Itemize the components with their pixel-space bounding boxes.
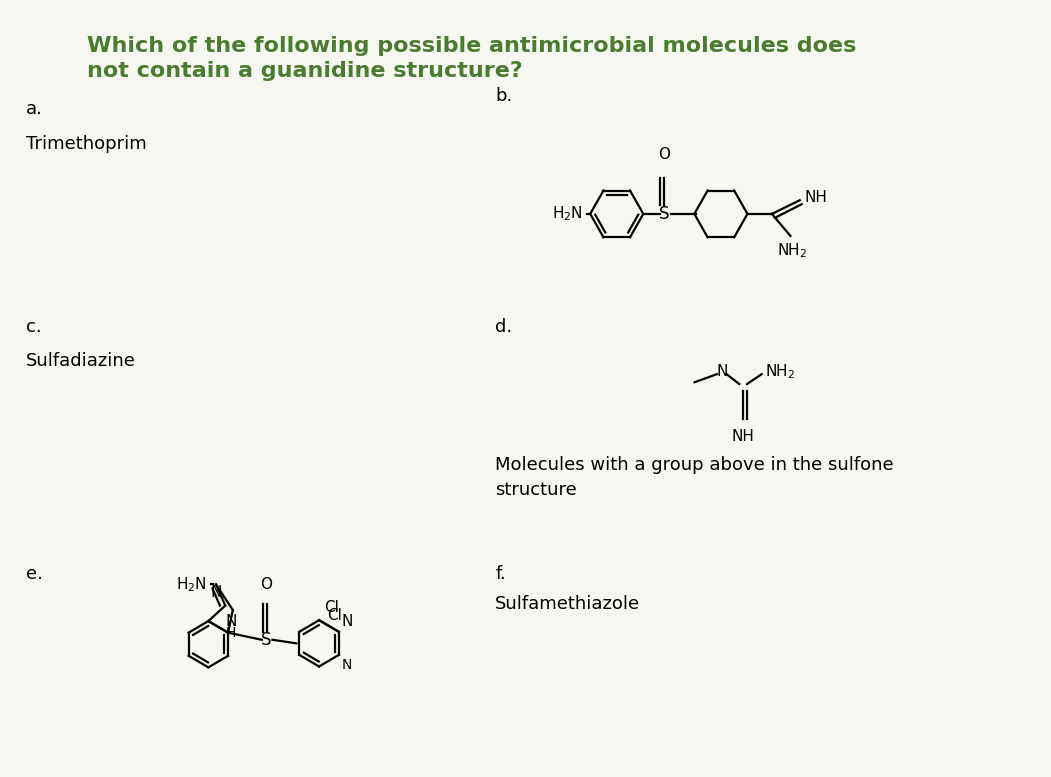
- Text: NH$_2$: NH$_2$: [764, 362, 795, 381]
- Text: c.: c.: [25, 318, 41, 336]
- Text: O: O: [261, 577, 272, 592]
- Text: not contain a guanidine structure?: not contain a guanidine structure?: [87, 61, 522, 81]
- Text: Cl: Cl: [327, 608, 342, 622]
- Text: b.: b.: [495, 87, 513, 105]
- Text: e.: e.: [25, 565, 42, 583]
- Text: H$_2$N: H$_2$N: [176, 575, 206, 594]
- Text: Cl: Cl: [324, 601, 338, 615]
- Text: Molecules with a group above in the sulfone: Molecules with a group above in the sulf…: [495, 456, 893, 474]
- Text: N: N: [342, 614, 353, 629]
- Text: Trimethoprim: Trimethoprim: [25, 134, 146, 153]
- Text: O: O: [658, 148, 669, 162]
- Text: S: S: [262, 631, 272, 649]
- Text: d.: d.: [495, 318, 512, 336]
- Text: H: H: [226, 625, 236, 639]
- Text: Which of the following possible antimicrobial molecules does: Which of the following possible antimicr…: [87, 36, 857, 56]
- Text: N: N: [716, 364, 727, 378]
- Text: NH: NH: [731, 429, 755, 444]
- Text: NH: NH: [805, 190, 827, 205]
- Text: H$_2$N: H$_2$N: [552, 204, 582, 223]
- Text: S: S: [659, 205, 669, 223]
- Text: N: N: [210, 584, 222, 600]
- Text: NH$_2$: NH$_2$: [778, 241, 807, 260]
- Text: N: N: [342, 658, 352, 672]
- Text: Sulfadiazine: Sulfadiazine: [25, 353, 136, 371]
- Text: structure: structure: [495, 481, 577, 499]
- Text: f.: f.: [495, 565, 506, 583]
- Text: a.: a.: [25, 100, 42, 118]
- Text: Sulfamethiazole: Sulfamethiazole: [495, 594, 640, 613]
- Text: N: N: [225, 614, 236, 629]
